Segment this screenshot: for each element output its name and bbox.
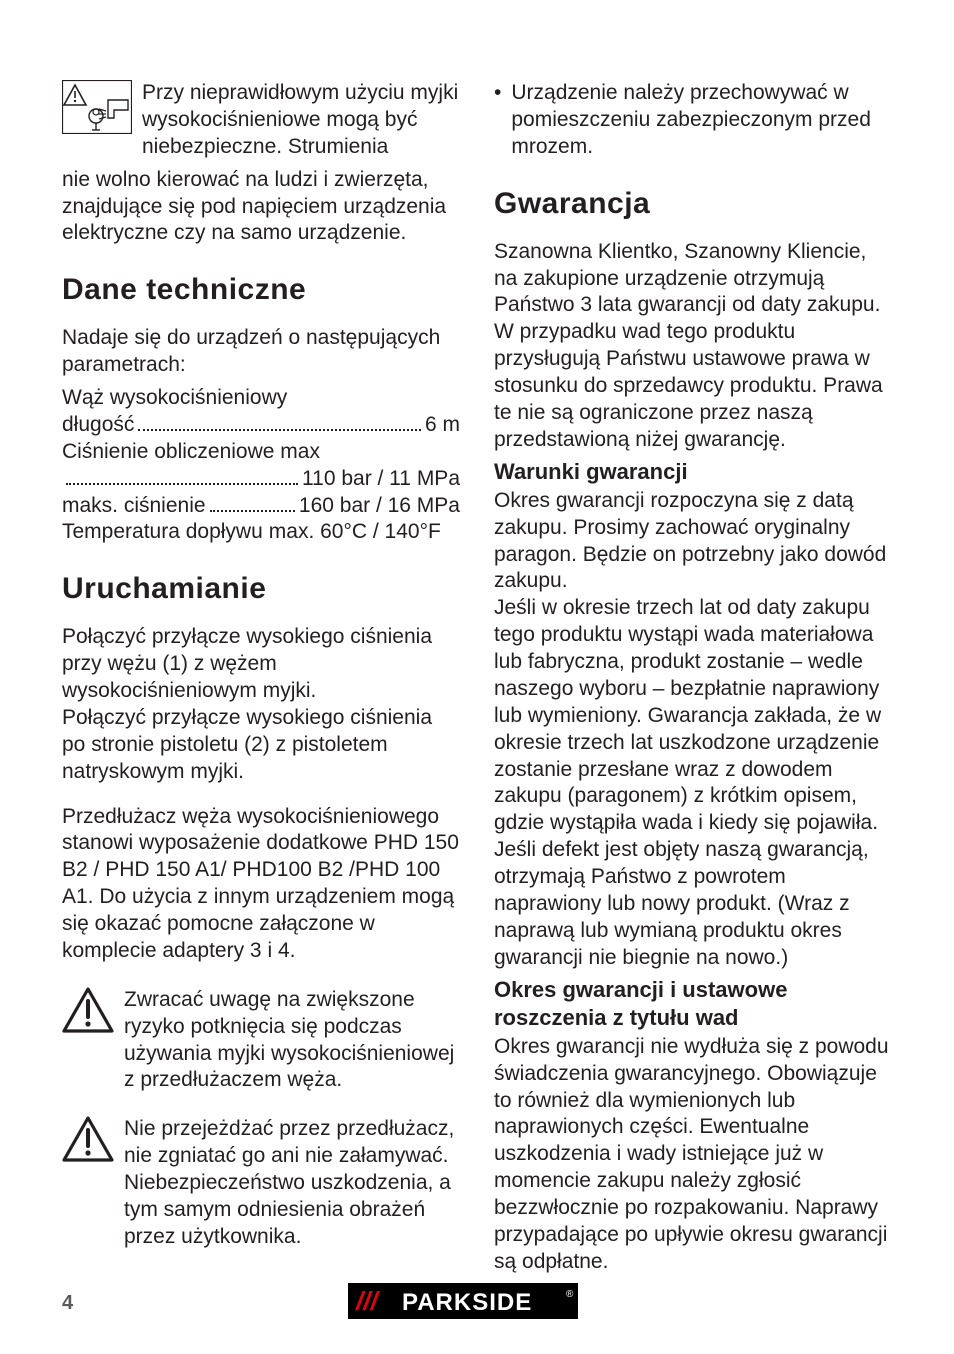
dane-p1: Nadaje się do urządzeń o następujących p… <box>62 325 460 379</box>
dane-p3: Ciśnienie obliczeniowe max <box>62 439 460 466</box>
heading-uruchamianie: Uruchamianie <box>62 572 460 606</box>
left-column: Przy nieprawidłowym użyciu myjki wysokoc… <box>62 80 460 1276</box>
spray-warning-icon <box>62 80 132 139</box>
spec-row-temp: Temperatura dopływu max. 60°C / 140°F <box>62 519 460 546</box>
uruch-p2: Połączyć przyłącze wysokiego ciśnienia p… <box>62 705 460 786</box>
heading-dane-techniczne: Dane techniczne <box>62 273 460 307</box>
spec-label: maks. ciśnienie <box>62 493 206 520</box>
uruch-p3: Przedłużacz węża wysokociśnieniowego sta… <box>62 804 460 965</box>
intro-warning-block: Przy nieprawidłowym użyciu myjki wysokoc… <box>62 80 460 161</box>
intro-text-1: Przy nieprawidłowym użyciu myjki wysokoc… <box>142 80 460 161</box>
warning-text-2: Nie przejeżdżać przez przedłużacz, nie z… <box>124 1116 460 1250</box>
dot-leader <box>66 466 298 485</box>
spec-row-110: 110 bar / 11 MPa <box>62 466 460 493</box>
bullet-icon: • <box>494 80 501 161</box>
heading-okres: Okres gwarancji i ustawowe roszczenia z … <box>494 976 892 1032</box>
brand-name: PARKSIDE <box>402 1289 532 1316</box>
heading-gwarancja: Gwarancja <box>494 187 892 221</box>
gwar-p2: Okres gwarancji rozpoczyna się z datą za… <box>494 488 892 596</box>
warning-block-1: Zwracać uwagę na zwiększone ryzyko potkn… <box>62 987 460 1095</box>
spec-value: 110 bar / 11 MPa <box>302 466 460 493</box>
page-number: 4 <box>62 1292 73 1315</box>
dane-p2: Wąż wysokociśnieniowy <box>62 385 460 412</box>
uruch-p1: Połączyć przyłącze wysokiego ciśnienia p… <box>62 624 460 705</box>
gwar-p4: Jeśli defekt jest objęty naszą gwarancją… <box>494 837 892 971</box>
spec-label: Temperatura dopływu <box>62 519 263 546</box>
page-footer: 4 /// PARKSIDE ® <box>0 1283 954 1324</box>
spec-row-dlugosc: długość 6 m <box>62 412 460 439</box>
warning-triangle-icon <box>62 1116 114 1162</box>
heading-warunki: Warunki gwarancji <box>494 458 892 486</box>
warning-text-1: Zwracać uwagę na zwiększone ryzyko potkn… <box>124 987 460 1095</box>
intro-text-2: nie wolno kierować na ludzi i zwierzęta,… <box>62 167 460 248</box>
spec-value: 6 m <box>425 412 460 439</box>
uruch-block: Połączyć przyłącze wysokiego ciśnienia p… <box>62 624 460 965</box>
spec-value: max. 60°C / 140°F <box>269 519 441 546</box>
warning-block-2: Nie przejeżdżać przez przedłużacz, nie z… <box>62 1116 460 1250</box>
storage-bullet: • Urządzenie należy przechowywać w pomie… <box>494 80 892 161</box>
spec-label: długość <box>62 412 134 439</box>
spec-row-maks: maks. ciśnienie 160 bar / 16 MPa <box>62 493 460 520</box>
warning-triangle-icon <box>62 987 114 1033</box>
right-column: • Urządzenie należy przechowywać w pomie… <box>494 80 892 1276</box>
spec-value: 160 bar / 16 MPa <box>299 493 460 520</box>
gwar-p3: Jeśli w okresie trzech lat od daty zakup… <box>494 595 892 837</box>
gwar-p5: Okres gwarancji nie wydłuża się z powodu… <box>494 1034 892 1276</box>
brand-reg: ® <box>566 1289 574 1300</box>
dot-leader <box>138 412 421 431</box>
dane-block: Nadaje się do urządzeń o następujących p… <box>62 325 460 546</box>
dot-leader <box>210 493 295 512</box>
gwar-p1: Szanowna Klientko, Szanowny Kliencie, na… <box>494 239 892 454</box>
bullet-text: Urządzenie należy przechowywać w pomiesz… <box>511 80 892 161</box>
brand-slashes: /// <box>355 1286 380 1316</box>
brand-logo: /// PARKSIDE ® <box>348 1283 578 1324</box>
